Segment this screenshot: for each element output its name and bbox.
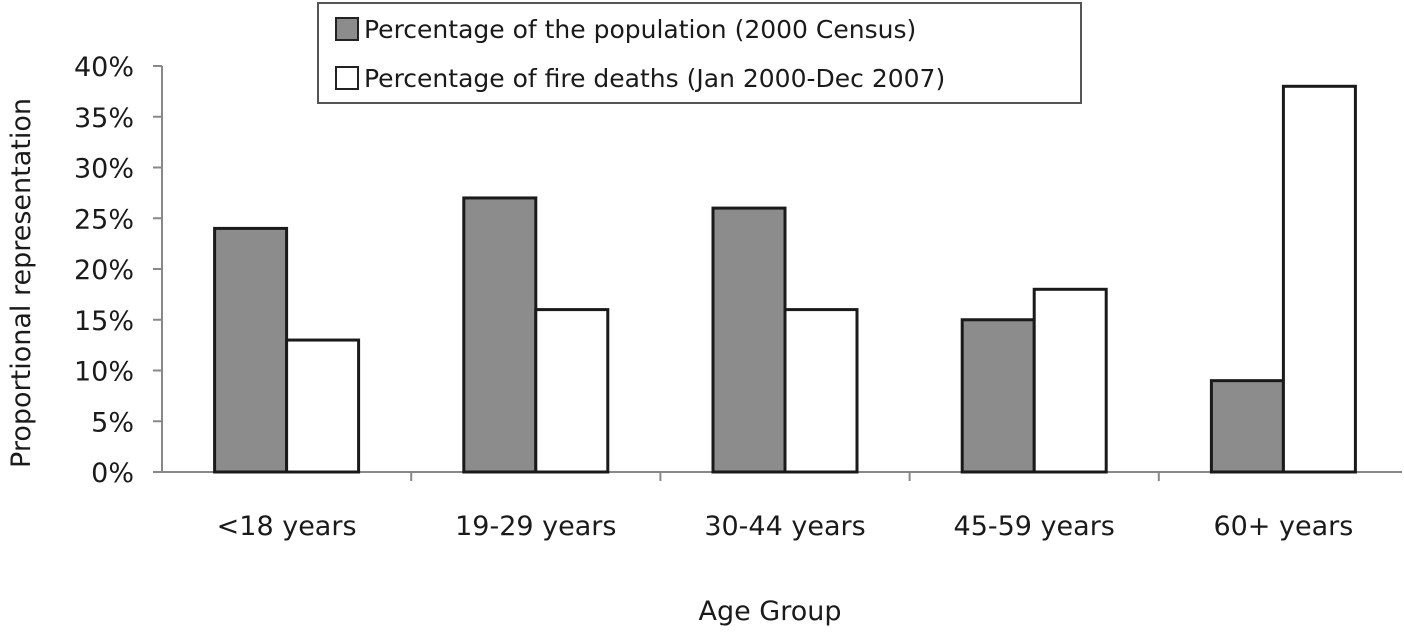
y-tick-label: 15% (74, 306, 134, 337)
y-tick-label: 40% (74, 52, 134, 83)
bars (215, 86, 1356, 472)
bar-population (1211, 381, 1283, 472)
x-category-label: 19-29 years (455, 511, 616, 542)
legend: Percentage of the population (2000 Censu… (318, 3, 1081, 103)
x-category-label: 30-44 years (704, 511, 865, 542)
bar-fire-deaths (287, 340, 359, 472)
y-tick-label: 25% (74, 204, 134, 235)
y-tick-label: 0% (91, 458, 134, 489)
x-category-label: 60+ years (1213, 511, 1353, 542)
bar-population (215, 228, 287, 472)
bar-fire-deaths (536, 310, 608, 472)
legend-label-fire-deaths: Percentage of fire deaths (Jan 2000-Dec … (364, 64, 945, 93)
legend-swatch-fire-deaths (336, 67, 358, 89)
x-category-labels: <18 years 19-29 years 30-44 years 45-59 yea… (217, 511, 1354, 542)
y-axis-title: Proportional representation (6, 98, 37, 468)
y-tick-label: 35% (74, 103, 134, 134)
y-tick-label: 5% (91, 407, 134, 438)
legend-label-population: Percentage of the population (2000 Censu… (364, 15, 916, 44)
y-tick-label: 10% (74, 357, 134, 388)
x-category-label: 45-59 years (954, 511, 1115, 542)
bar-fire-deaths (785, 310, 857, 472)
y-tick-label: 30% (74, 154, 134, 185)
bar-fire-deaths (1034, 289, 1106, 472)
y-tick-labels: 0% 5% 10% 15% 20% 25% 30% 35% 40% (74, 52, 134, 489)
x-axis-title: Age Group (698, 596, 841, 627)
legend-swatch-population (336, 18, 358, 40)
bar-population (962, 320, 1034, 472)
bar-population (464, 198, 536, 472)
bar-population (713, 208, 785, 472)
x-category-label: <18 years (217, 511, 357, 542)
y-tick-label: 20% (74, 255, 134, 286)
bar-fire-deaths (1283, 86, 1355, 472)
